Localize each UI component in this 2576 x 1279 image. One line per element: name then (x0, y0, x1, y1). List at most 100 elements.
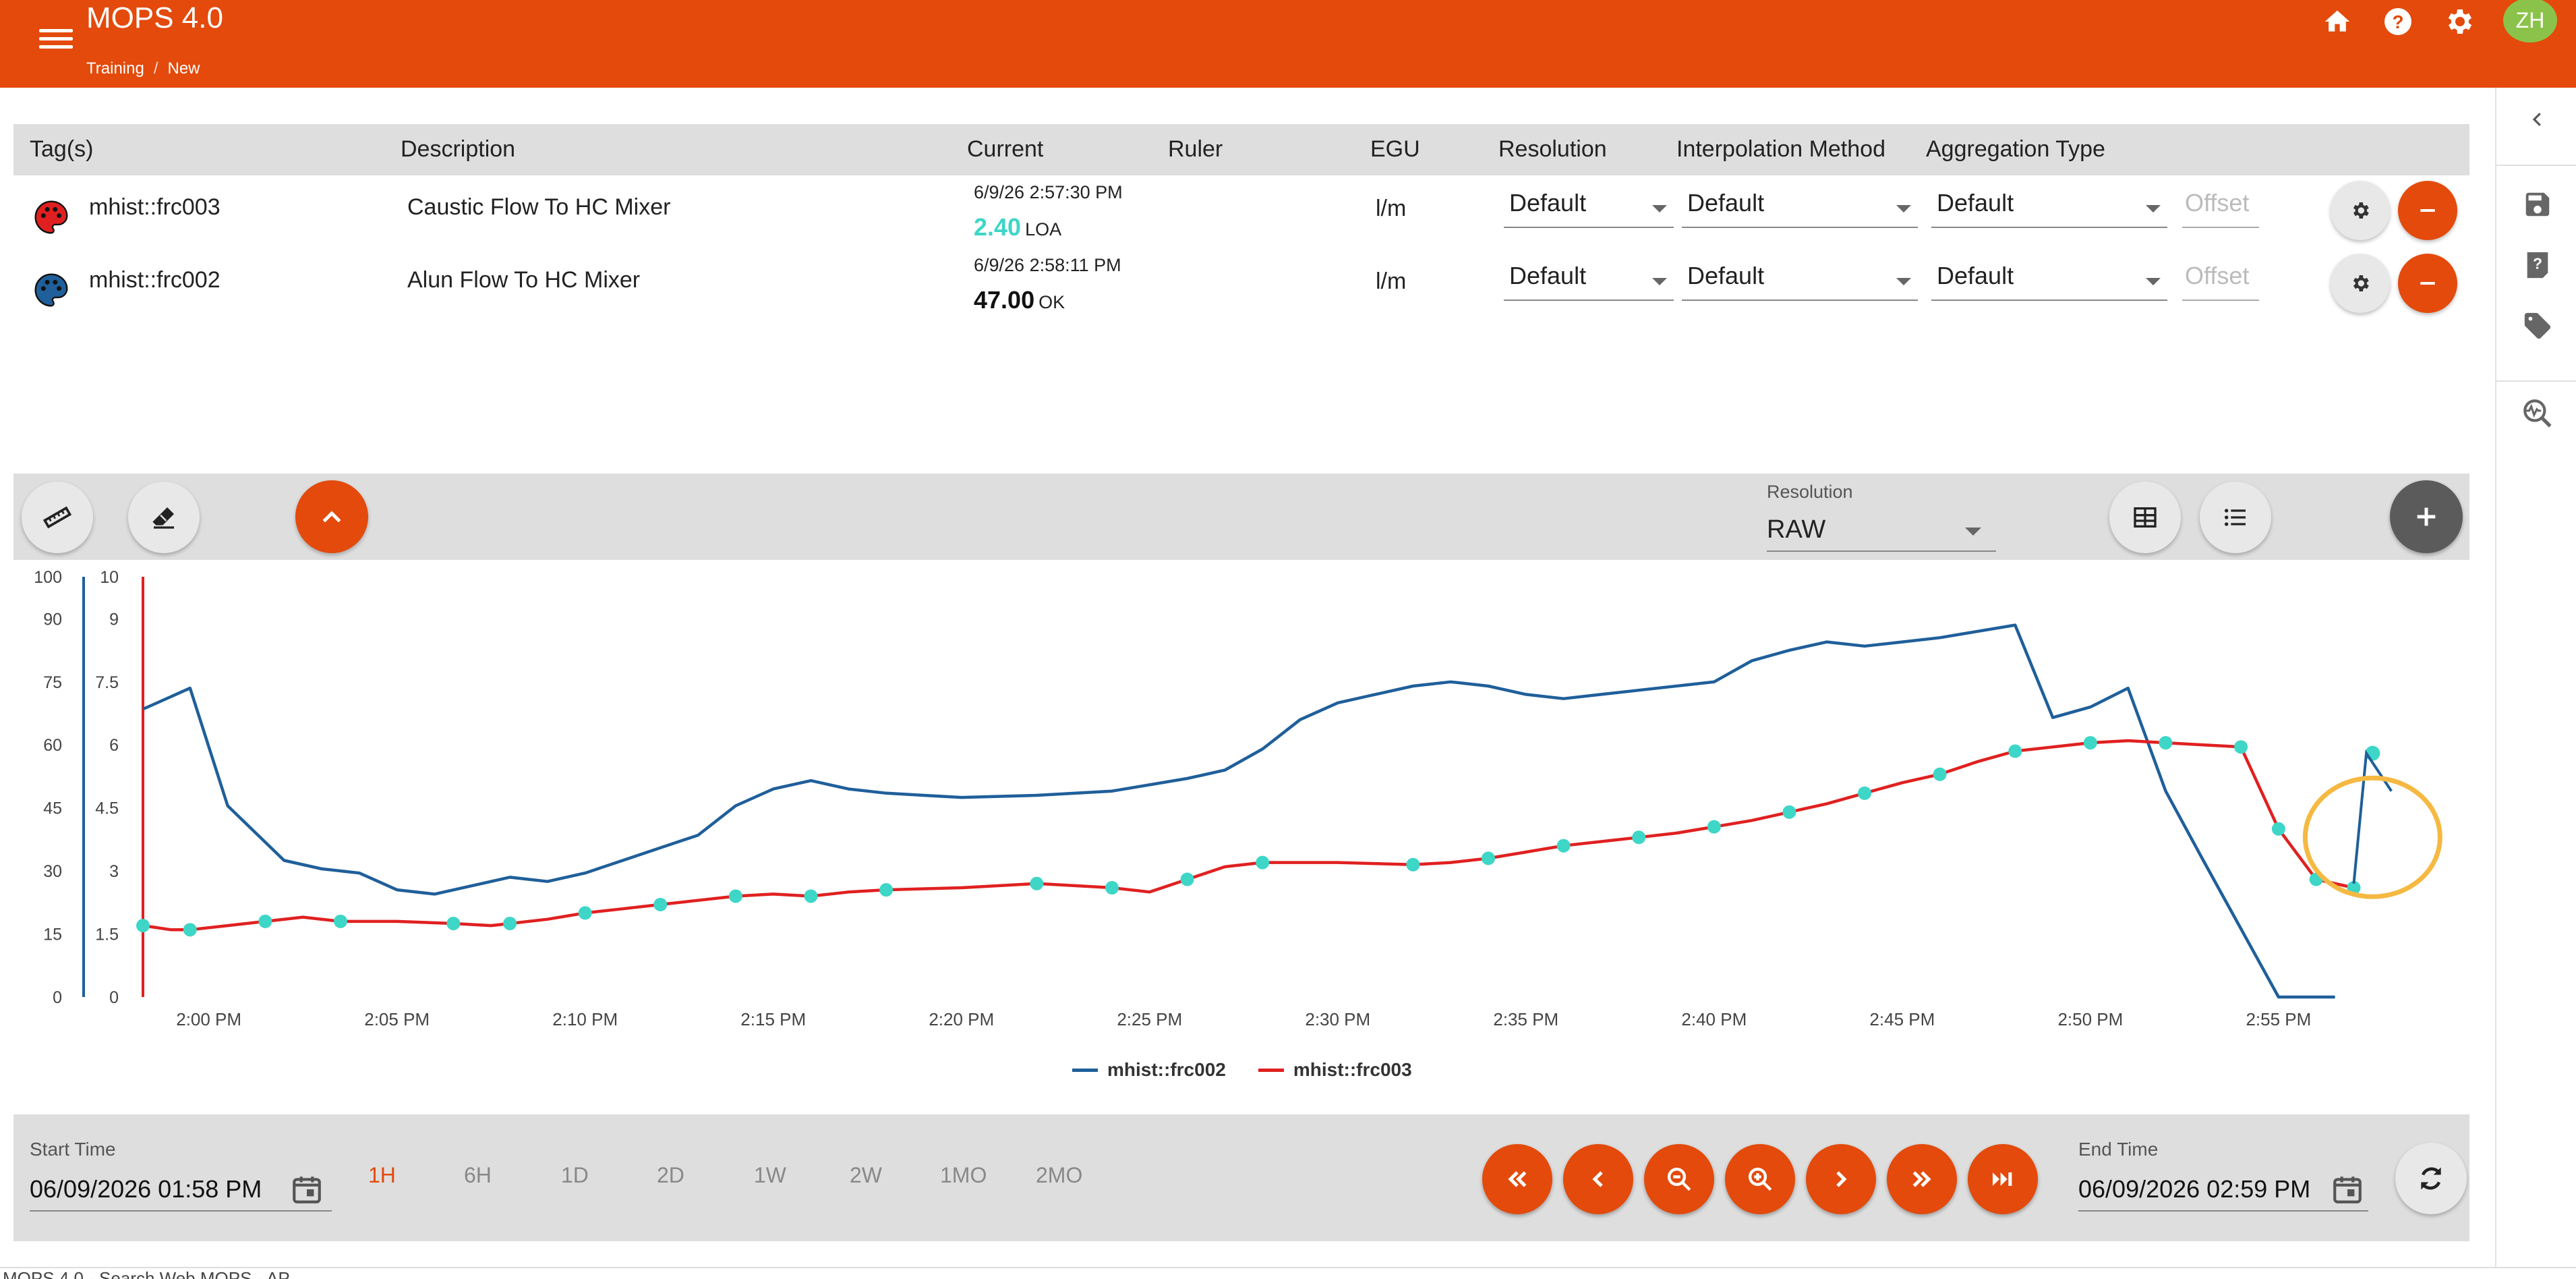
chart-resolution-select[interactable]: RAW (1767, 507, 1996, 552)
home-icon[interactable] (2320, 4, 2355, 39)
range-1h[interactable]: 1H (368, 1163, 396, 1187)
add-chart-button[interactable] (2390, 480, 2463, 553)
legend-item-frc002[interactable]: mhist::frc002 (1072, 1059, 1226, 1081)
jump-back-button[interactable] (1482, 1144, 1552, 1214)
interpolation-select[interactable]: Default (1682, 189, 1918, 228)
y-tick-label: 3 (109, 862, 119, 881)
breadcrumb-new[interactable]: New (167, 59, 200, 78)
table-view-button[interactable] (2109, 482, 2181, 553)
range-2mo[interactable]: 2MO (1036, 1163, 1083, 1187)
range-2w[interactable]: 2W (850, 1163, 882, 1187)
data-point (1632, 830, 1646, 845)
range-1w[interactable]: 1W (754, 1163, 786, 1187)
calendar-icon[interactable] (290, 1172, 324, 1206)
tag-settings-button[interactable] (2331, 181, 2390, 240)
aggregation-select[interactable]: Default (1931, 189, 2167, 228)
tag-description: Alun Flow To HC Mixer (407, 267, 641, 293)
chart-resolution-value: RAW (1767, 515, 1826, 544)
current-timestamp: 6/9/26 2:58:11 PM (974, 255, 1121, 275)
egu-unit: l/m (1376, 196, 1407, 221)
y-tick-label: 10 (100, 568, 119, 587)
tag-icon[interactable] (2519, 308, 2556, 344)
zoom-in-button[interactable] (1725, 1144, 1795, 1214)
ruler-icon (42, 506, 72, 529)
double-chevron-left-icon (1508, 1171, 1527, 1187)
collapse-chevron-left-icon[interactable] (2519, 101, 2556, 138)
data-point (1030, 876, 1044, 890)
y-tick-label: 7.5 (95, 673, 119, 692)
col-aggregation: Aggregation Type (1926, 136, 2105, 162)
value-number: 47.00 (974, 286, 1035, 314)
data-point (1858, 786, 1872, 800)
x-tick-label: 2:30 PM (1305, 1009, 1370, 1029)
remove-tag-button[interactable] (2398, 254, 2457, 313)
help-icon[interactable]: ? (2380, 4, 2416, 39)
trend-chart[interactable]: 100 90 75 60 45 30 15 0 10 9 7.5 6 4.5 3 1.5 0 2:00 PM 2:… (0, 560, 2488, 1127)
x-tick-label: 2:00 PM (176, 1009, 241, 1029)
jump-to-end-button[interactable] (1968, 1144, 2038, 1214)
tag-settings-button[interactable] (2331, 254, 2390, 313)
offset-input[interactable]: Offset (2182, 262, 2259, 301)
data-point (1556, 839, 1571, 853)
zoom-out-button[interactable] (1644, 1144, 1714, 1214)
data-point (1481, 851, 1495, 865)
dropdown-arrow-icon (1652, 278, 1667, 285)
double-chevron-right-icon (1912, 1171, 1931, 1187)
col-egu: EGU (1370, 136, 1420, 162)
color-palette-icon[interactable] (32, 271, 70, 309)
data-point (2234, 740, 2248, 754)
aggregation-select[interactable]: Default (1931, 262, 2167, 301)
breadcrumb: Training / New (86, 59, 200, 78)
calendar-icon[interactable] (2331, 1172, 2364, 1206)
svg-text:?: ? (2533, 255, 2542, 273)
range-2d[interactable]: 2D (657, 1163, 684, 1187)
refresh-button[interactable] (2395, 1143, 2467, 1214)
col-interpolation: Interpolation Method (1676, 136, 1885, 162)
end-time-field[interactable]: 06/09/2026 02:59 PM (2078, 1170, 2368, 1212)
help-document-icon[interactable]: ? (2519, 247, 2556, 283)
trend-search-icon[interactable] (2519, 395, 2556, 432)
resolution-select[interactable]: Default (1504, 189, 1674, 228)
interpolation-select[interactable]: Default (1682, 262, 1918, 301)
eraser-button[interactable] (128, 482, 200, 553)
range-1d[interactable]: 1D (561, 1163, 589, 1187)
settings-gear-icon[interactable] (2441, 4, 2476, 39)
step-forward-button[interactable] (1806, 1144, 1876, 1214)
time-range-bar: Start Time 06/09/2026 01:58 PM 1H 6H 1D … (13, 1114, 2469, 1241)
col-tags: Tag(s) (30, 136, 94, 162)
remove-tag-button[interactable] (2398, 181, 2457, 240)
x-tick-label: 2:35 PM (1493, 1009, 1558, 1029)
start-time-field[interactable]: 06/09/2026 01:58 PM (30, 1170, 332, 1212)
resolution-select[interactable]: Default (1504, 262, 1674, 301)
data-point (1256, 855, 1270, 870)
range-6h[interactable]: 6H (464, 1163, 492, 1187)
minus-icon (2420, 209, 2435, 212)
svg-text:?: ? (2392, 11, 2403, 32)
data-point (728, 889, 742, 903)
x-tick-label: 2:45 PM (1869, 1009, 1935, 1029)
offset-input[interactable]: Offset (2182, 189, 2259, 228)
data-point (1180, 872, 1194, 886)
x-tick-label: 2:25 PM (1117, 1009, 1182, 1029)
range-1mo[interactable]: 1MO (940, 1163, 987, 1187)
legend-item-frc003[interactable]: mhist::frc003 (1258, 1059, 1412, 1081)
color-palette-icon[interactable] (32, 198, 70, 236)
data-point (2083, 736, 2097, 750)
user-avatar[interactable]: ZH (2503, 0, 2557, 42)
save-icon[interactable] (2519, 186, 2556, 223)
menu-icon[interactable] (39, 24, 73, 51)
collapse-table-button[interactable] (295, 480, 368, 553)
right-rail: ? (2495, 88, 2576, 1270)
x-tick-label: 2:40 PM (1681, 1009, 1747, 1029)
list-view-button[interactable] (2200, 482, 2271, 553)
data-point (1406, 857, 1420, 872)
legend-swatch (1258, 1068, 1284, 1072)
zoom-in-icon (1748, 1167, 1772, 1191)
jump-forward-button[interactable] (1887, 1144, 1957, 1214)
step-back-button[interactable] (1563, 1144, 1633, 1214)
y-tick-label: 1.5 (95, 926, 119, 944)
data-point (333, 914, 347, 928)
breadcrumb-training[interactable]: Training (86, 59, 144, 78)
chevron-left-icon (1592, 1171, 1603, 1187)
ruler-button[interactable] (22, 482, 93, 553)
